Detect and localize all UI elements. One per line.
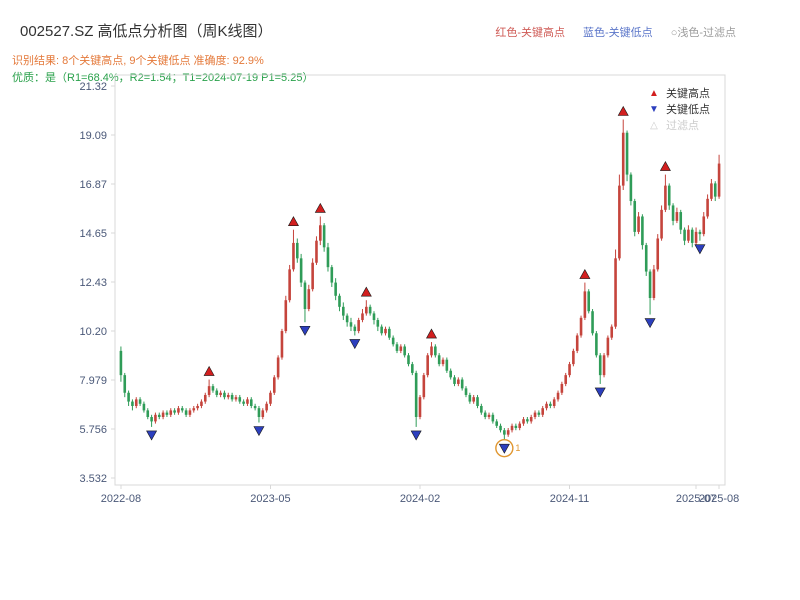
plot-legend-label: 关键低点 [666,104,710,116]
plot-legend: ▲ 关键高点 ▼ 关键低点 △ 过滤点 [648,86,710,134]
page-title: 002527.SZ 高低点分析图（周K线图） [20,23,273,40]
svg-text:2025-08: 2025-08 [699,493,739,505]
plot-legend-label: 过滤点 [666,120,699,132]
svg-text:7.979: 7.979 [79,375,107,387]
svg-text:2025-07: 2025-07 [676,493,716,505]
svg-text:21.32: 21.32 [79,81,107,93]
svg-text:2024-02: 2024-02 [400,493,440,505]
plot-legend-item-key-low: ▼ 关键低点 [648,102,710,118]
svg-text:12.43: 12.43 [79,277,107,289]
svg-text:2022-08: 2022-08 [101,493,141,505]
header-legend-key-low: 蓝色-关键低点 [583,27,653,39]
svg-text:19.09: 19.09 [79,130,107,142]
svg-text:16.87: 16.87 [79,179,107,191]
recognition-result-text: 识别结果: 8个关键高点, 9个关键低点 准确度: 92.9% [12,55,264,67]
header-legend: 红色-关键高点 蓝色-关键低点 ○浅色-过滤点 [495,24,736,40]
plot-legend-item-filtered: △ 过滤点 [648,118,710,134]
triangle-down-icon: ▼ [649,104,659,115]
triangle-up-icon: ▲ [649,88,659,99]
svg-text:1: 1 [515,443,520,453]
svg-text:14.65: 14.65 [79,228,107,240]
triangle-outline-icon: △ [650,120,658,131]
header-legend-filtered: ○浅色-过滤点 [670,27,736,39]
svg-text:5.756: 5.756 [79,424,107,436]
header-legend-key-high: 红色-关键高点 [495,27,566,39]
plot-legend-item-key-high: ▲ 关键高点 [648,86,710,102]
svg-text:3.532: 3.532 [79,473,107,485]
svg-text:10.20: 10.20 [79,326,107,338]
svg-text:2023-05: 2023-05 [250,493,290,505]
plot-legend-label: 关键高点 [666,88,710,100]
svg-text:2024-11: 2024-11 [550,493,590,505]
